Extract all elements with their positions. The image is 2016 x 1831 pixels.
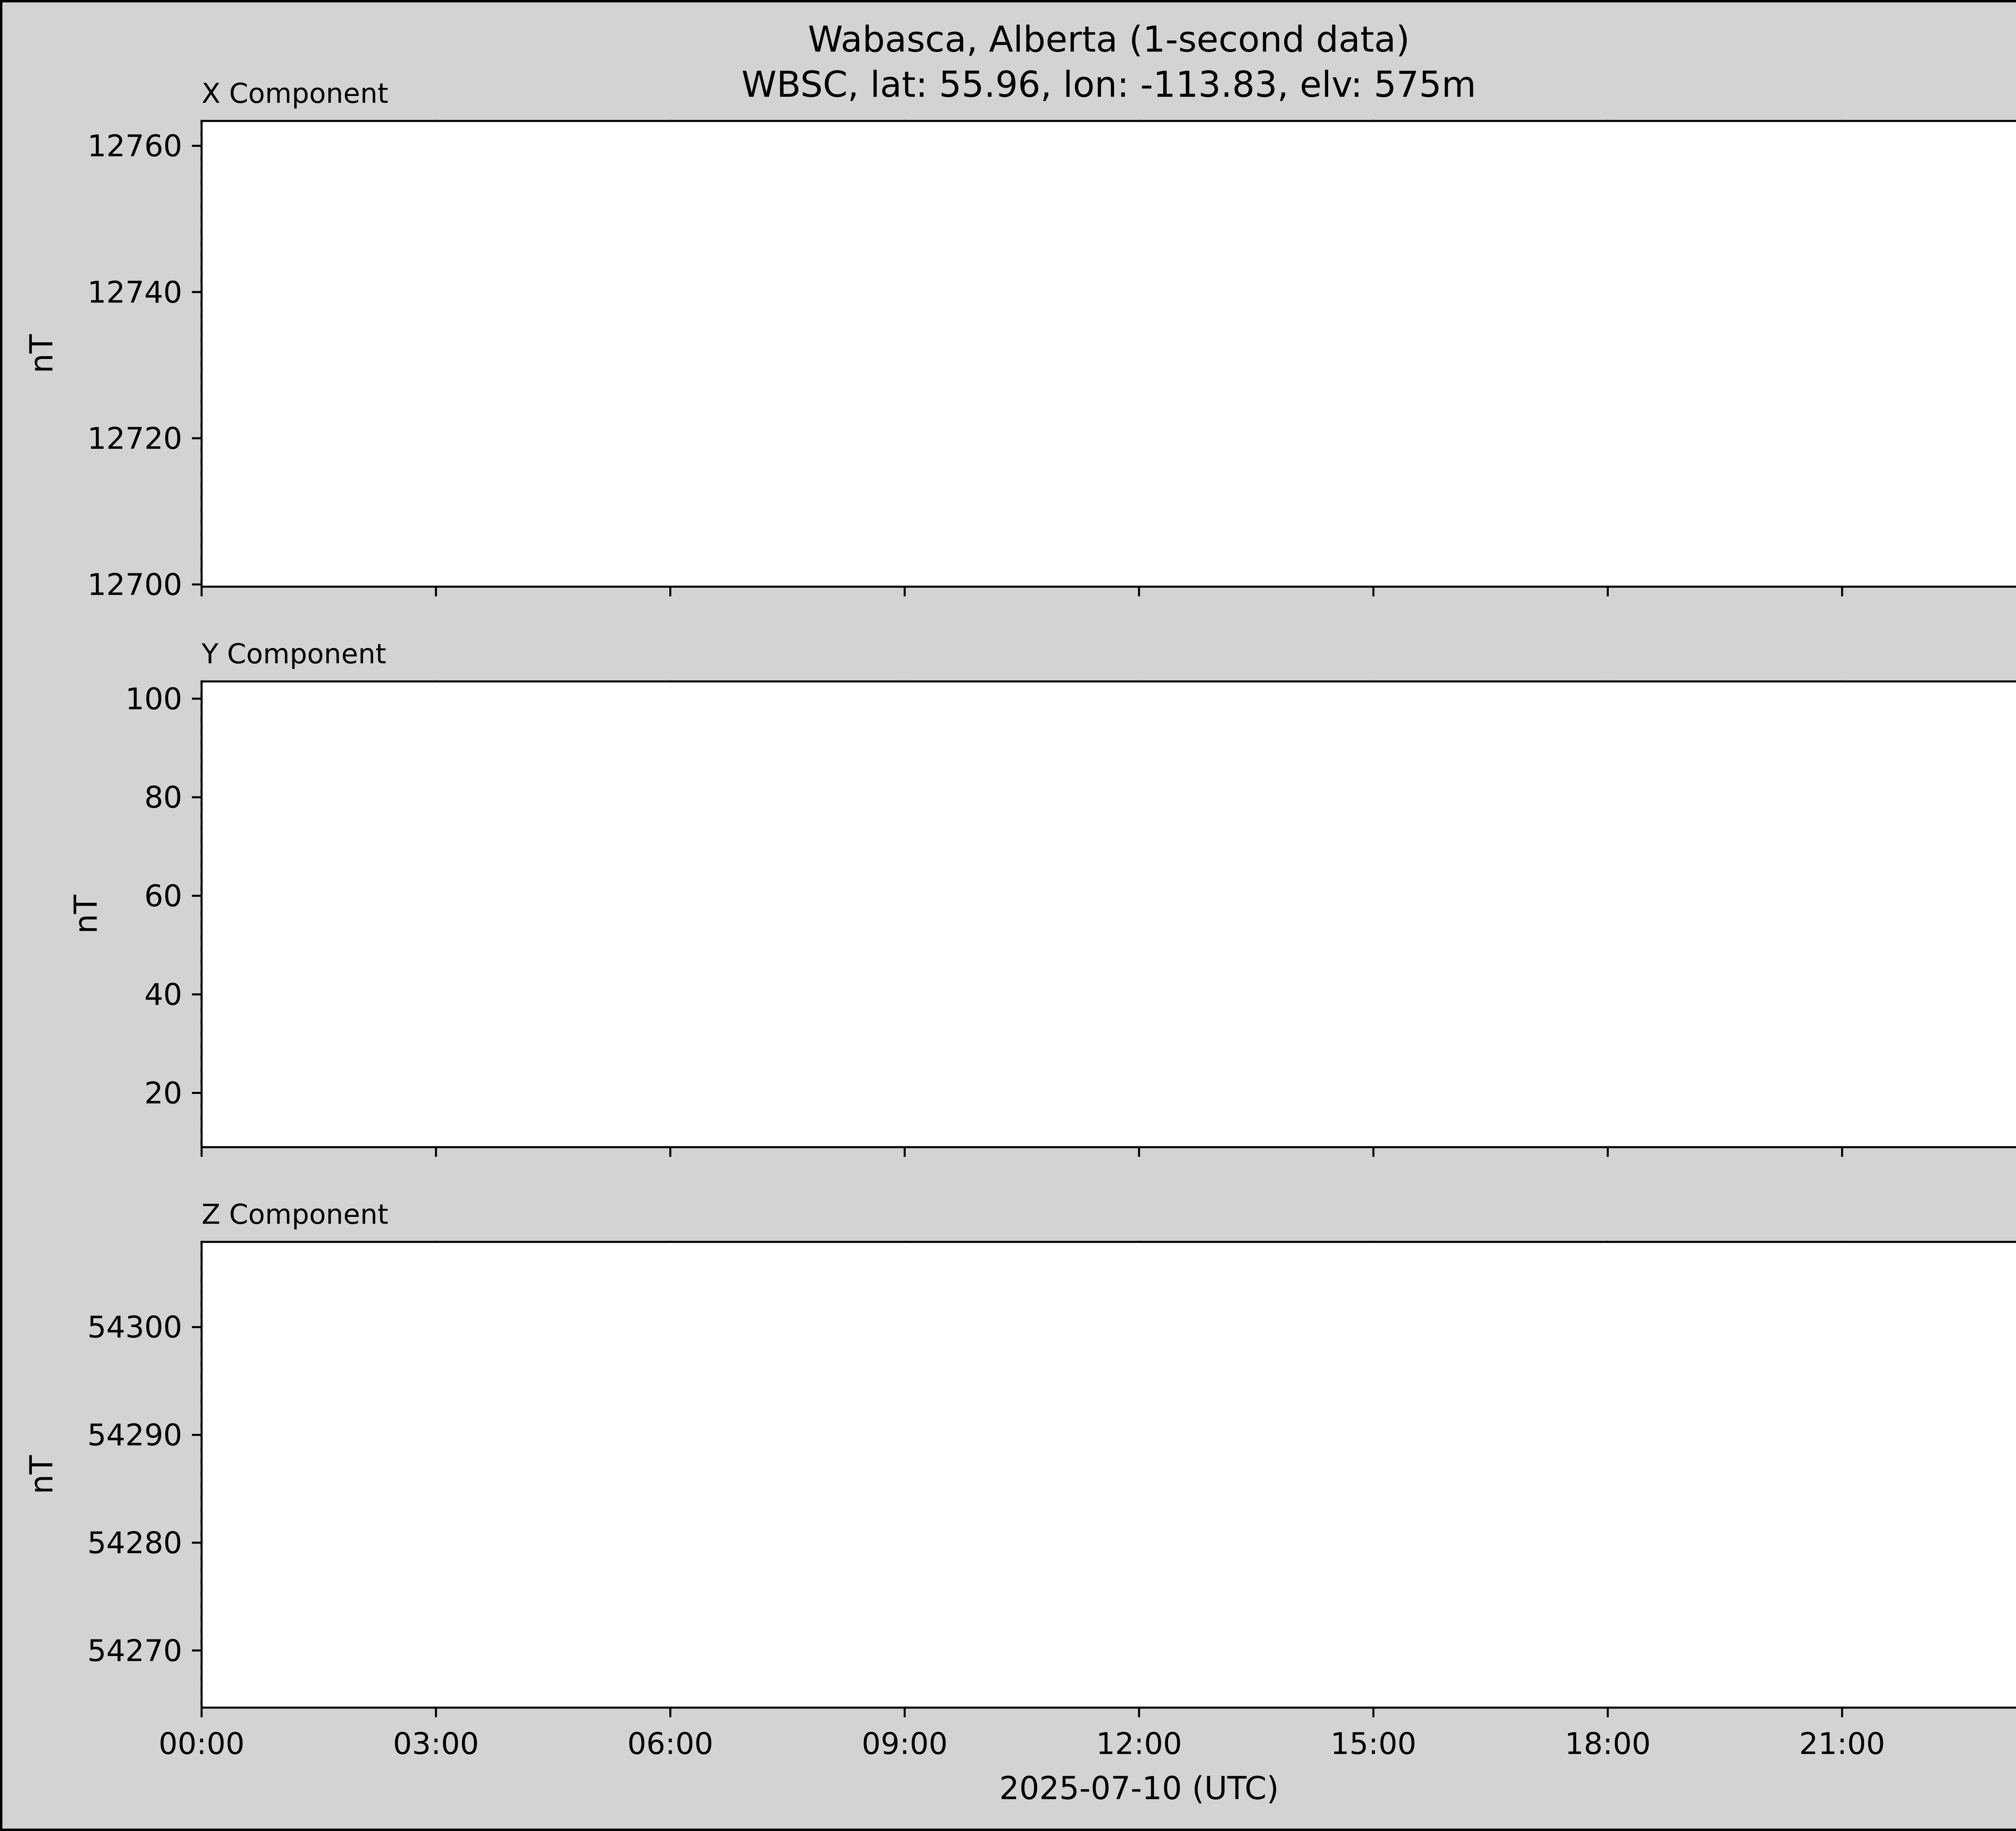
- y-tick-label: 20: [144, 1076, 182, 1111]
- y-tick-label: 100: [125, 682, 182, 717]
- y-axis-label: nT: [24, 1455, 60, 1494]
- x-tick-label: 18:00: [1565, 1727, 1651, 1761]
- x-tick-label: 09:00: [862, 1727, 948, 1761]
- y-tick-label: 54290: [87, 1418, 182, 1453]
- panel-title: X Component: [202, 78, 388, 110]
- plot-frame: [200, 680, 2016, 1148]
- panel-3: 54270 54280 54290 54300 00:00 03:00 06:00 09:00…: [24, 1199, 2016, 1761]
- panel-1: 12700 12720 12740 12760 X Component nT: [24, 78, 2016, 602]
- figure-title-line1: Wabasca, Alberta (1-second data): [808, 19, 1410, 60]
- y-tick-label: 12700: [87, 568, 182, 602]
- x-tick-label: 06:00: [627, 1727, 713, 1761]
- y-tick-label: 54300: [87, 1310, 182, 1345]
- plot-frame: [200, 120, 2016, 588]
- panel-title: Z Component: [202, 1199, 388, 1231]
- x-tick-label: 12:00: [1096, 1727, 1182, 1761]
- panel-title: Y Component: [201, 638, 386, 670]
- y-tick-label: 54280: [87, 1526, 182, 1560]
- y-tick-label: 12720: [87, 421, 182, 456]
- y-tick-label: 12760: [87, 129, 182, 164]
- y-axis-label: nT: [24, 334, 60, 373]
- panel-2: 20 40 60 80 100 Y Component nT: [68, 638, 2016, 1157]
- x-tick-label: 00:00: [158, 1727, 244, 1761]
- x-axis-label: 2025-07-10 (UTC): [999, 1771, 1279, 1807]
- x-tick-label: 15:00: [1331, 1727, 1416, 1761]
- figure-title-line2: WBSC, lat: 55.96, lon: -113.83, elv: 575…: [741, 64, 1476, 105]
- x-tick-label: 21:00: [1799, 1727, 1885, 1761]
- y-tick-label: 54270: [87, 1633, 182, 1668]
- x-tick-label: 03:00: [393, 1727, 479, 1761]
- y-tick-label: 40: [144, 977, 182, 1012]
- y-tick-label: 80: [144, 780, 182, 815]
- y-tick-label: 12740: [87, 275, 182, 310]
- y-tick-label: 60: [144, 879, 182, 914]
- panels: 12700 12720 12740 12760 X Component nT 20 40 60 8…: [24, 78, 2016, 1761]
- plot-frame: [200, 1241, 2016, 1709]
- y-axis-label: nT: [68, 895, 104, 934]
